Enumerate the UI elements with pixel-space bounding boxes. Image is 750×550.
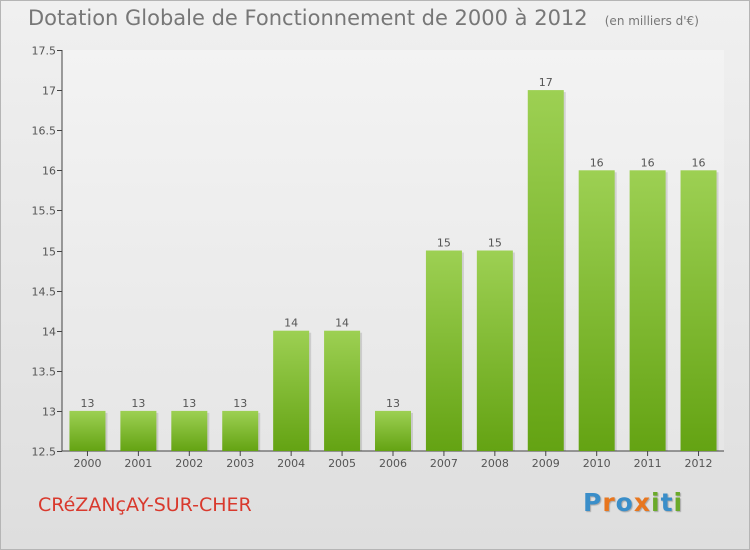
y-tick-label: 13.5: [32, 366, 57, 379]
bar: [629, 170, 666, 452]
bar-value-label: 13: [182, 397, 196, 410]
logo-letter: o: [615, 488, 634, 517]
x-tick-label: 2003: [226, 457, 254, 470]
logo-letter: x: [633, 488, 651, 517]
x-tick-label: 2004: [277, 457, 305, 470]
bar: [476, 250, 513, 451]
x-tick-label: 2005: [328, 457, 356, 470]
x-tick-label: 2007: [430, 457, 458, 470]
x-tick-label: 2008: [481, 457, 509, 470]
x-tick-label: 2002: [175, 457, 203, 470]
x-tick-label: 2001: [124, 457, 152, 470]
logo-letter: i: [651, 488, 661, 517]
y-tick-label: 12.5: [32, 446, 57, 459]
proxiti-logo[interactable]: Proxiti: [583, 488, 683, 517]
bar: [324, 330, 361, 451]
y-tick-label: 15: [42, 246, 56, 259]
bar-value-label: 13: [386, 397, 400, 410]
y-tick-label: 16: [42, 165, 56, 178]
bar-value-label: 16: [692, 156, 706, 169]
y-tick-label: 17: [42, 85, 56, 98]
bar: [578, 170, 615, 452]
bar: [375, 410, 411, 451]
chart-title: Dotation Globale de Fonctionnement de 20…: [28, 6, 588, 30]
bar: [69, 410, 106, 451]
plot-area: [62, 50, 724, 451]
bar-value-label: 14: [284, 317, 298, 330]
bar-value-label: 16: [590, 156, 604, 169]
bar: [222, 410, 259, 451]
bar-value-label: 15: [488, 237, 502, 250]
y-tick-label: 14.5: [32, 286, 57, 299]
y-tick-label: 17.5: [32, 45, 57, 58]
bar: [273, 330, 310, 451]
bar-value-label: 15: [437, 237, 451, 250]
bar-value-label: 17: [539, 76, 553, 89]
bar-value-label: 16: [641, 156, 655, 169]
commune-name: CRéZANçAY-SUR-CHER: [38, 494, 252, 516]
bar: [171, 410, 208, 451]
bar-value-label: 14: [335, 317, 349, 330]
logo-letter: i: [673, 488, 684, 517]
bar-value-label: 13: [80, 397, 94, 410]
y-tick-label: 14: [42, 326, 56, 339]
bar-value-label: 13: [131, 397, 145, 410]
chart-title-block: Dotation Globale de Fonctionnement de 20…: [28, 6, 699, 30]
y-tick-label: 13: [42, 406, 56, 419]
y-tick-label: 15.5: [32, 205, 57, 218]
x-tick-label: 2012: [685, 457, 713, 470]
x-tick-label: 2006: [379, 457, 407, 470]
bar: [527, 90, 564, 451]
x-tick-label: 2010: [583, 457, 611, 470]
bar: [120, 410, 157, 451]
logo-letter: P: [583, 488, 603, 517]
x-tick-label: 2009: [532, 457, 560, 470]
bar: [680, 170, 717, 452]
logo-letter: r: [602, 488, 616, 517]
chart-subtitle: (en milliers d'€): [604, 14, 699, 28]
logo-letter: t: [660, 488, 674, 517]
bar-value-label: 13: [233, 397, 247, 410]
x-tick-label: 2000: [73, 457, 101, 470]
y-tick-label: 16.5: [32, 125, 57, 138]
bar: [425, 250, 462, 451]
x-tick-label: 2011: [634, 457, 662, 470]
